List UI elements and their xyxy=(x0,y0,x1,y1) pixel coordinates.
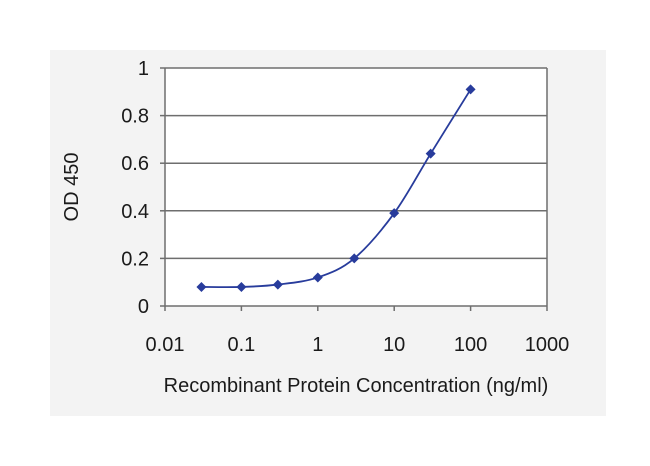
x-tick-label: 0.01 xyxy=(146,334,185,356)
x-tick-label: 100 xyxy=(454,334,487,356)
data-point-marker xyxy=(196,281,207,292)
y-axis-title: OD 450 xyxy=(61,153,83,222)
data-point-marker xyxy=(389,208,400,219)
x-tick-label: 0.1 xyxy=(227,334,255,356)
x-tick-label: 1 xyxy=(312,334,323,356)
y-tick-label: 0.2 xyxy=(121,248,149,270)
y-tick-label: 0.8 xyxy=(121,106,149,128)
axis-ticks: 0 0.2 0.4 0.6 0.8 1 0.01 0.1 1 10 100 1000 xyxy=(121,58,569,356)
x-tick-label: 1000 xyxy=(525,334,570,356)
y-tick-label: 0 xyxy=(138,296,149,318)
data-point-marker xyxy=(312,272,323,283)
x-tick-label: 10 xyxy=(383,334,405,356)
data-series xyxy=(196,84,476,292)
x-axis-title: Recombinant Protein Concentration (ng/ml… xyxy=(164,375,549,397)
plot-area xyxy=(165,68,547,306)
y-tick-label: 0.4 xyxy=(121,201,149,223)
y-tick-label: 1 xyxy=(138,58,149,80)
data-point-marker xyxy=(425,148,436,159)
data-point-marker xyxy=(465,84,476,95)
data-point-marker xyxy=(236,281,247,292)
y-tick-label: 0.6 xyxy=(121,153,149,175)
data-point-marker xyxy=(272,279,283,290)
gridlines xyxy=(165,67,547,260)
data-point-marker xyxy=(349,253,360,264)
